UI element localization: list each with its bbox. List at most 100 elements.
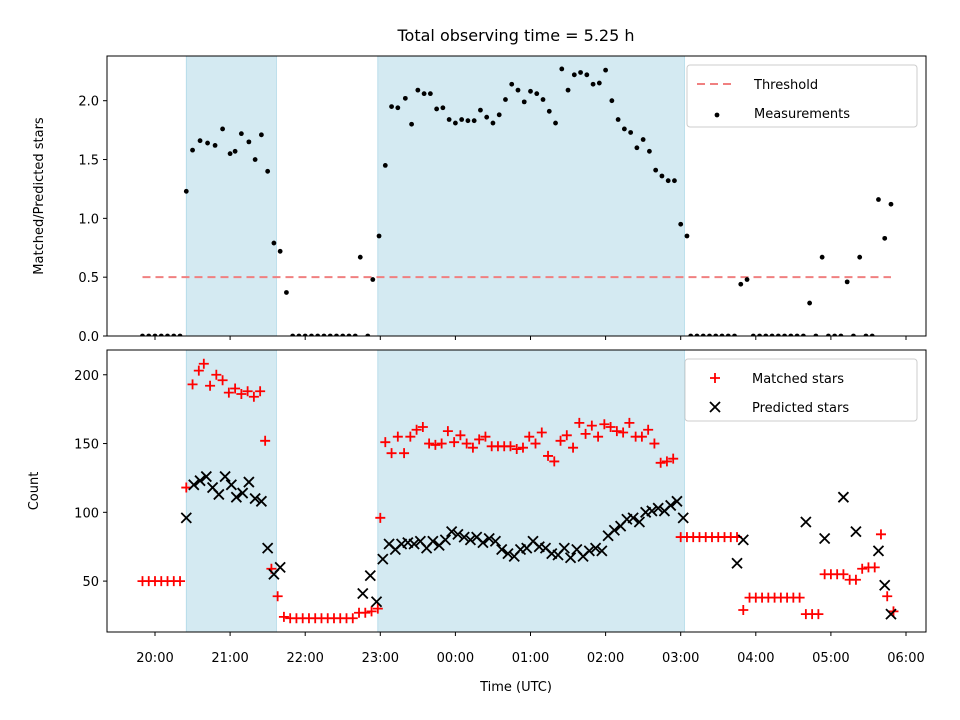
measurement-point <box>232 148 238 154</box>
matched-star-point <box>347 613 358 624</box>
measurement-point <box>665 178 671 184</box>
x-axis-label: Time (UTC) <box>479 680 552 695</box>
matched-star-point <box>618 427 629 438</box>
measurement-point <box>434 106 440 112</box>
predicted-star-point <box>249 492 261 505</box>
measurement-point <box>238 131 244 137</box>
matched-star-point <box>549 456 560 467</box>
measurement-point <box>334 333 339 336</box>
legend: Threshold Measurements <box>686 64 918 128</box>
predicted-star-point <box>872 545 885 557</box>
predicted-star-point <box>596 545 608 557</box>
matched-star-point <box>278 611 289 622</box>
predicted-star-point <box>180 512 192 524</box>
predicted-star-point <box>483 532 495 545</box>
x-tick-label: 03:00 <box>662 651 699 666</box>
matched-star-point <box>272 591 283 602</box>
matched-star-point <box>580 428 591 439</box>
measurement-point <box>440 105 446 111</box>
y-tick-label: 0.5 <box>78 271 99 286</box>
predicted-star-point <box>230 491 242 503</box>
matched-star-point <box>543 450 554 461</box>
measurement-point <box>509 81 515 87</box>
measurement-point <box>700 333 706 336</box>
measurement-point <box>177 333 183 336</box>
measurement-point <box>725 333 731 336</box>
predicted-star-point <box>558 542 570 554</box>
measurement-point <box>888 201 894 207</box>
legend: Matched stars Predicted stars <box>684 358 918 422</box>
predicted-star-point <box>236 487 249 499</box>
measurement-point <box>819 254 825 260</box>
matched-star-point <box>255 386 266 397</box>
measurement-point <box>534 91 540 97</box>
shaded-interval <box>185 55 277 337</box>
legend-entry: Predicted stars <box>752 401 849 416</box>
measurement-point <box>446 117 452 122</box>
measurement-point <box>863 333 869 336</box>
x-tick-label: 21:00 <box>211 651 248 666</box>
matched-star-point <box>366 606 377 617</box>
predicted-star-point <box>452 528 464 540</box>
measurement-point <box>271 240 277 246</box>
measurement-point <box>205 140 210 146</box>
predicted-star-point <box>731 557 743 569</box>
x-tick-label: 06:00 <box>887 651 924 666</box>
legend-entry: Matched stars <box>752 372 844 387</box>
predicted-star-point <box>496 543 508 556</box>
matched-star-point <box>643 424 654 435</box>
matched-star-point <box>505 441 516 452</box>
predicted-star-point <box>357 587 369 600</box>
matched-star-point <box>813 609 824 620</box>
measurement-point <box>302 333 308 336</box>
predicted-star-point <box>408 538 420 550</box>
legend-predicted-swatch <box>709 401 721 413</box>
measurement-point <box>540 97 546 102</box>
measurement-point <box>565 87 571 93</box>
measurement-point <box>382 163 388 168</box>
predicted-star-point <box>800 516 812 528</box>
measurement-point <box>584 72 590 78</box>
measurement-point <box>370 277 376 282</box>
predicted-star-point <box>464 534 477 546</box>
predicted-star-point <box>262 542 274 554</box>
matched-star-point <box>217 375 228 386</box>
matched-star-point <box>449 437 460 448</box>
matched-star-point <box>430 439 441 450</box>
matched-star-point <box>882 591 893 602</box>
matched-star-point <box>593 431 604 442</box>
predicted-star-point <box>633 516 646 528</box>
matched-star-point <box>198 358 209 369</box>
measurement-point <box>165 333 170 336</box>
matched-star-point <box>181 482 192 493</box>
matched-star-point <box>380 437 391 448</box>
predicted-star-point <box>646 505 658 517</box>
chart-title: Total observing time = 5.25 h <box>396 26 634 45</box>
measurement-point <box>788 333 794 336</box>
matched-star-point <box>375 512 386 523</box>
measurement-point <box>490 120 496 126</box>
predicted-star-point <box>213 488 225 501</box>
predicted-star-point <box>819 532 831 545</box>
measurement-point <box>459 117 465 122</box>
matched-star-point <box>511 444 522 455</box>
measurement-point <box>340 333 346 336</box>
measurement-point <box>813 333 819 336</box>
measurement-point <box>140 333 145 336</box>
predicted-star-point <box>885 608 897 620</box>
matched-star-point <box>461 438 472 449</box>
measurement-point <box>171 333 177 336</box>
measurement-point <box>800 333 806 336</box>
matched-star-point <box>661 456 672 467</box>
measurement-point <box>578 70 583 75</box>
measurement-point <box>352 333 358 336</box>
measurement-point <box>634 145 640 151</box>
legend-matched-swatch <box>710 373 720 383</box>
predicted-star-point <box>489 535 502 547</box>
matched-star-point <box>568 442 579 453</box>
matched-star-point <box>655 457 666 468</box>
predicted-star-point <box>677 512 689 524</box>
predicted-star-point <box>850 525 862 538</box>
predicted-star-point <box>255 495 268 507</box>
